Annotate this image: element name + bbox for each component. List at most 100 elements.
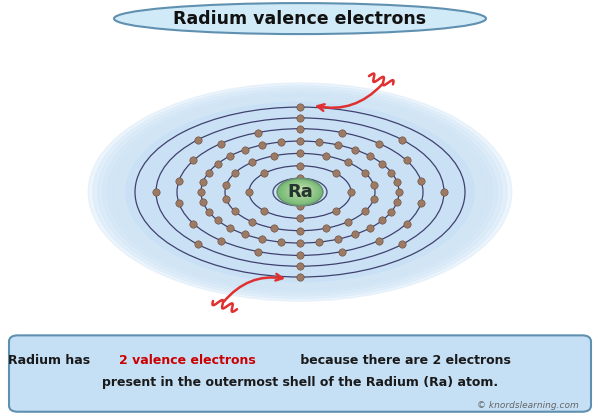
Text: 2 valence electrons: 2 valence electrons	[119, 354, 256, 367]
Ellipse shape	[114, 3, 486, 34]
Point	[331, 170, 341, 177]
Point	[394, 189, 404, 195]
Point	[295, 252, 305, 259]
Point	[337, 248, 347, 255]
Point	[295, 215, 305, 222]
Ellipse shape	[103, 90, 497, 294]
Point	[346, 189, 356, 195]
FancyBboxPatch shape	[9, 335, 591, 412]
Point	[193, 136, 203, 143]
Text: Ra: Ra	[287, 183, 313, 201]
Point	[377, 217, 387, 224]
Point	[295, 104, 305, 110]
Point	[240, 146, 250, 153]
Point	[193, 241, 203, 248]
Ellipse shape	[277, 178, 323, 206]
Point	[369, 182, 379, 189]
Point	[269, 152, 279, 159]
Point	[337, 129, 347, 136]
Point	[377, 160, 387, 167]
Point	[253, 248, 263, 255]
Ellipse shape	[98, 88, 502, 296]
Point	[198, 179, 208, 185]
Text: Radium valence electrons: Radium valence electrons	[173, 9, 427, 28]
Point	[174, 178, 184, 184]
Ellipse shape	[292, 185, 311, 196]
Point	[321, 225, 331, 232]
Point	[439, 189, 449, 195]
Point	[174, 200, 184, 206]
Text: present in the outermost shell of the Radium (Ra) atom.: present in the outermost shell of the Ra…	[102, 375, 498, 389]
Point	[295, 175, 305, 181]
Ellipse shape	[285, 182, 317, 201]
Ellipse shape	[282, 181, 319, 202]
Point	[240, 231, 250, 238]
Point	[295, 203, 305, 209]
Point	[416, 178, 426, 184]
Point	[257, 142, 267, 148]
Point	[213, 160, 223, 167]
Text: © knordslearning.com: © knordslearning.com	[477, 401, 579, 410]
Point	[295, 150, 305, 157]
Point	[216, 237, 226, 244]
Point	[295, 138, 305, 145]
Ellipse shape	[93, 85, 507, 299]
Point	[397, 136, 407, 143]
Point	[369, 195, 379, 202]
Point	[392, 179, 402, 185]
Ellipse shape	[298, 188, 307, 193]
Ellipse shape	[107, 93, 493, 291]
Point	[276, 239, 286, 245]
Point	[333, 236, 343, 242]
Ellipse shape	[126, 102, 474, 282]
Point	[397, 241, 407, 248]
Point	[360, 208, 370, 215]
Text: because there are 2 electrons: because there are 2 electrons	[296, 354, 511, 367]
Point	[374, 140, 384, 147]
Point	[386, 169, 396, 176]
Point	[259, 170, 269, 177]
Point	[188, 157, 198, 164]
Point	[198, 199, 208, 205]
Point	[314, 139, 324, 145]
Point	[321, 152, 331, 159]
Point	[331, 207, 341, 214]
Point	[204, 208, 214, 215]
Point	[333, 142, 343, 148]
Point	[247, 159, 257, 166]
Point	[295, 240, 305, 246]
Point	[402, 157, 412, 164]
Point	[244, 189, 254, 195]
Point	[386, 208, 396, 215]
Point	[204, 169, 214, 176]
Point	[221, 195, 231, 202]
Point	[225, 225, 235, 231]
Point	[365, 225, 375, 231]
Ellipse shape	[112, 95, 488, 289]
Point	[247, 218, 257, 225]
Point	[221, 182, 231, 189]
Point	[374, 237, 384, 244]
Point	[151, 189, 161, 195]
Ellipse shape	[295, 187, 308, 195]
Point	[257, 236, 267, 242]
Point	[343, 218, 353, 225]
Point	[253, 129, 263, 136]
Point	[225, 153, 235, 159]
Point	[269, 225, 279, 232]
Point	[350, 146, 360, 153]
Point	[402, 221, 412, 227]
Point	[213, 217, 223, 224]
Point	[295, 228, 305, 234]
Point	[295, 114, 305, 121]
Point	[196, 189, 206, 195]
Point	[360, 169, 370, 176]
Text: Radium has: Radium has	[8, 354, 94, 367]
Ellipse shape	[290, 184, 313, 198]
Point	[295, 162, 305, 169]
Point	[276, 139, 286, 145]
Point	[230, 208, 240, 215]
Point	[216, 140, 226, 147]
Point	[230, 169, 240, 176]
Point	[392, 199, 402, 205]
